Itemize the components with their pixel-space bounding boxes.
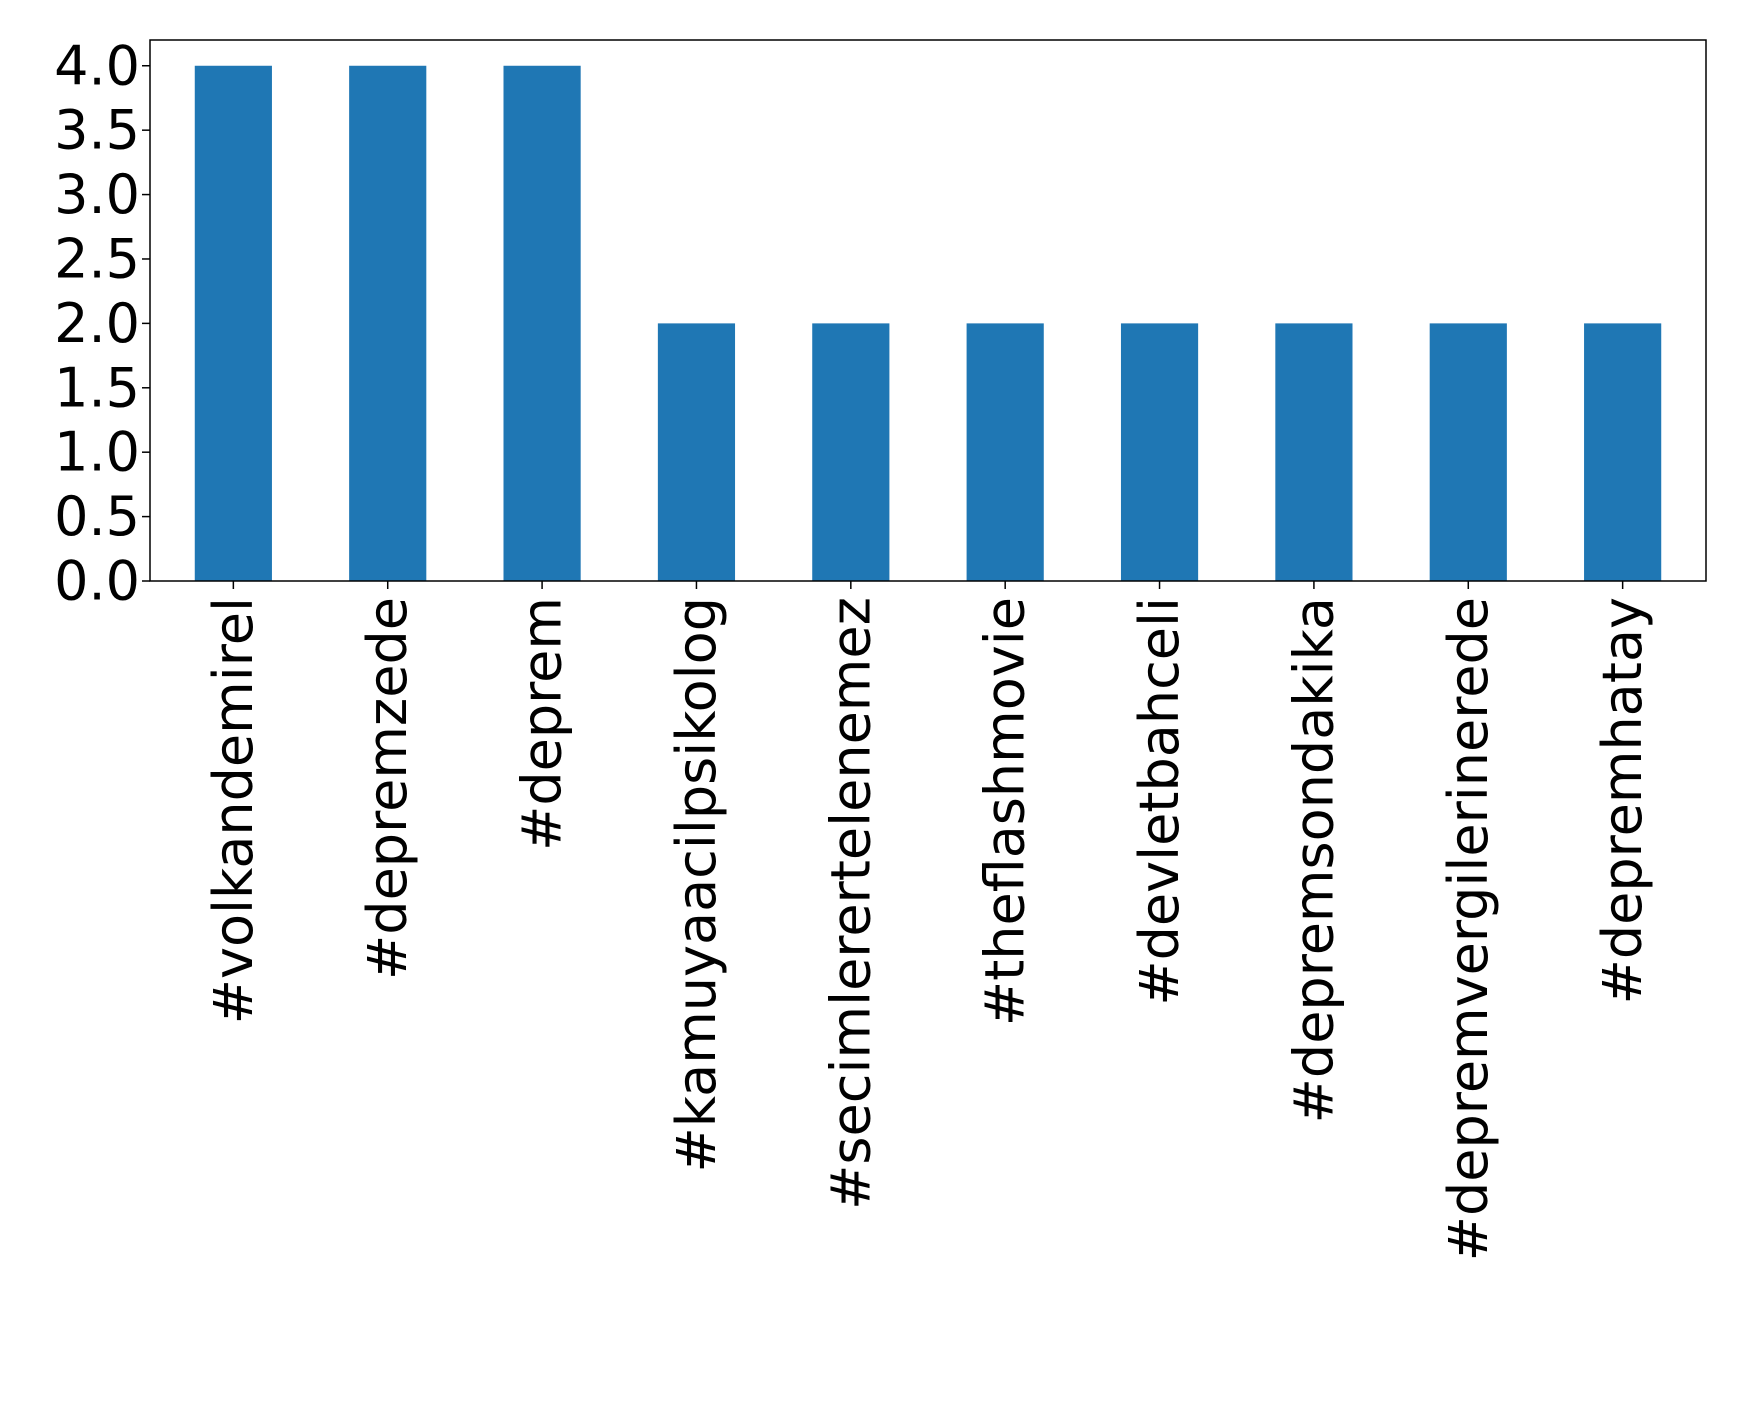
y-tick-label: 3.0: [54, 163, 140, 226]
y-tick-label: 4.0: [54, 34, 140, 97]
plot-frame: [149, 39, 1707, 582]
bar: [349, 65, 427, 581]
y-tick-label: 1.5: [54, 356, 140, 419]
bar: [1584, 323, 1662, 581]
bar: [966, 323, 1044, 581]
x-tick-label: #secimlerertelenemez: [819, 597, 882, 1210]
y-tick-label: 0.0: [54, 550, 140, 613]
y-axis: 0.00.51.01.52.02.53.03.54.0: [54, 34, 150, 613]
x-axis: #volkandemirel #depremzede #deprem #kamuyaa…: [202, 581, 1654, 1261]
x-tick-label: #depremzede: [356, 597, 419, 980]
bar: [812, 323, 890, 581]
x-tick-label: #depremsondakika: [1282, 597, 1345, 1123]
y-tick-label: 0.5: [54, 485, 140, 548]
y-tick-label: 1.0: [54, 421, 140, 484]
x-tick-label: #volkandemirel: [202, 597, 265, 1024]
bar: [503, 65, 581, 581]
x-tick-label: #theflashmovie: [974, 597, 1037, 1026]
bar: [657, 323, 736, 581]
x-tick-label: #kamuyaacilpsikolog: [665, 597, 728, 1172]
x-tick-label: #deprem: [511, 597, 574, 851]
bar: [1429, 323, 1507, 581]
bar: [1275, 323, 1353, 581]
bars-layer: [194, 65, 1662, 581]
x-tick-label: #depremhatay: [1591, 597, 1654, 1004]
x-tick-label: #devletbahceli: [1128, 597, 1191, 1006]
y-tick-label: 2.5: [54, 227, 140, 290]
x-tick-label: #depremvergilerinerede: [1437, 597, 1500, 1261]
y-tick-label: 2.0: [54, 292, 140, 355]
bar: [1120, 323, 1199, 581]
y-tick-label: 3.5: [54, 99, 140, 162]
bar: [194, 65, 272, 581]
